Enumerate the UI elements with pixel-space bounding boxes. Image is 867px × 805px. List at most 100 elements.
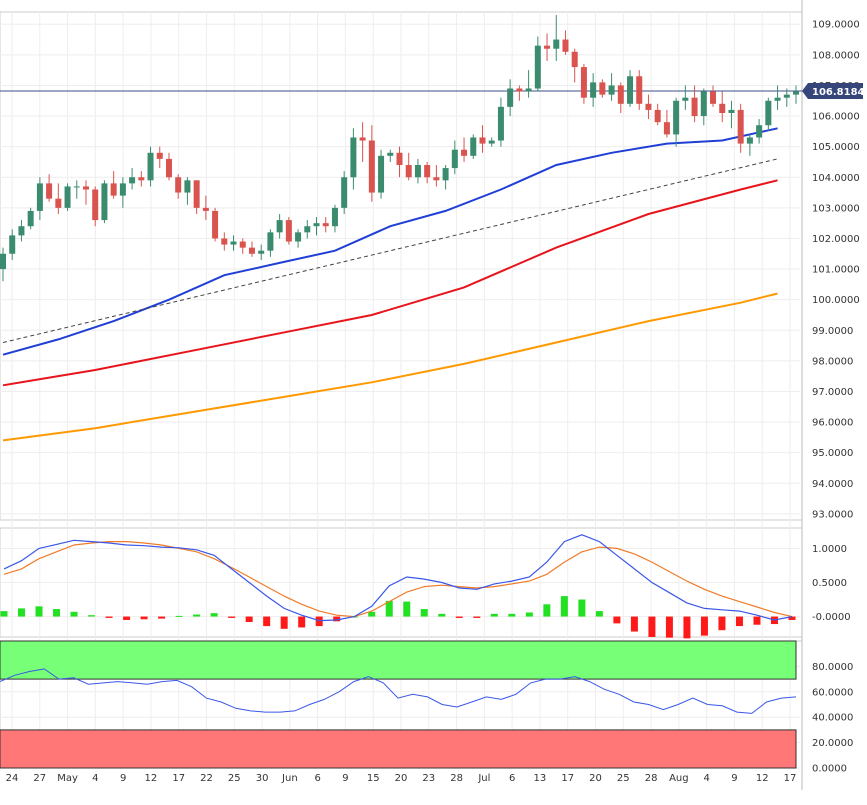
candle-body — [285, 220, 292, 242]
macd-histogram-bar — [333, 616, 341, 622]
price-badge — [808, 83, 863, 100]
candle-body — [405, 165, 412, 178]
candle-body — [774, 97, 781, 101]
candle-body — [64, 186, 71, 208]
x-tick-label: 28 — [450, 773, 463, 784]
candle-body — [737, 109, 744, 144]
macd-histogram-bar — [403, 601, 411, 617]
price-tick-label: 101.0000 — [812, 265, 860, 276]
candle-body — [184, 180, 191, 193]
x-tick-label: 4 — [92, 773, 98, 784]
x-tick-label: 6 — [314, 773, 320, 784]
x-tick-label: 9 — [342, 773, 348, 784]
rsi-tick-label: 20.0000 — [812, 738, 853, 749]
price-tick-label: 108.0000 — [812, 50, 860, 61]
rsi-tick-label: 40.0000 — [812, 713, 853, 724]
price-tick-label: 100.0000 — [812, 295, 860, 306]
macd-histogram-bar — [245, 616, 253, 623]
x-tick-label: 6 — [509, 773, 515, 784]
rsi-overbought-band — [0, 640, 797, 680]
macd-tick-label: 0.5000 — [812, 578, 847, 589]
candle-body — [746, 137, 753, 144]
macd-histogram-bar — [368, 611, 376, 617]
x-tick-label: May — [57, 773, 78, 784]
sma-blue-line — [2, 127, 778, 356]
macd-histogram-bar — [105, 616, 113, 618]
x-tick-label: 25 — [228, 773, 241, 784]
x-tick-label: 22 — [200, 773, 213, 784]
macd-signal-line — [3, 541, 793, 618]
candle-body — [18, 226, 25, 236]
candle-body — [691, 97, 698, 117]
candle-body — [27, 210, 34, 227]
candle-body — [663, 122, 670, 135]
price-tick-label: 104.0000 — [812, 173, 860, 184]
macd-histogram-bar — [543, 604, 551, 617]
candle-body — [728, 109, 735, 113]
candle-body — [36, 183, 43, 211]
candle-body — [0, 253, 6, 270]
current-price-label: 106.8184 — [812, 87, 865, 98]
rsi-tick-label: 60.0000 — [812, 687, 853, 698]
macd-histogram-bar — [578, 599, 586, 617]
candle-body — [442, 168, 449, 181]
candle-body — [553, 39, 560, 49]
candle-body — [267, 232, 274, 251]
macd-histogram-bar — [123, 616, 131, 620]
candle-body — [165, 158, 172, 178]
macd-histogram-bar — [175, 615, 183, 617]
candle-body — [230, 241, 237, 245]
macd-histogram-bar — [560, 596, 568, 617]
candle-body — [221, 238, 228, 245]
candle-body — [534, 45, 541, 89]
macd-histogram-bar — [158, 616, 166, 619]
candle-body — [525, 88, 532, 92]
macd-histogram-bar — [0, 611, 8, 617]
candle-body — [295, 232, 302, 242]
candle-body — [73, 186, 80, 188]
price-tick-label: 94.0000 — [812, 479, 853, 490]
macd-histogram-bar — [700, 616, 708, 636]
price-tick-label: 97.0000 — [812, 387, 853, 398]
macd-histogram-bar — [280, 616, 288, 629]
candle-body — [627, 76, 634, 104]
candle-body — [544, 45, 551, 49]
price-tick-label: 109.0000 — [812, 20, 860, 31]
x-tick-label: 30 — [256, 773, 269, 784]
candle-body — [479, 137, 486, 144]
macd-tick-label: 1.0000 — [812, 544, 847, 555]
candle-body — [138, 177, 145, 181]
x-tick-label: 27 — [33, 773, 46, 784]
sma-orange-line — [2, 292, 778, 442]
candle-body — [101, 183, 108, 221]
candle-body — [636, 76, 643, 104]
candle-body — [331, 207, 338, 227]
candle-body — [617, 85, 624, 104]
candle-body — [783, 94, 790, 98]
macd-histogram-bar — [473, 616, 481, 618]
macd-tick-label: -0.0000 — [812, 612, 851, 623]
macd-histogram-bar — [298, 616, 306, 628]
macd-histogram-bar — [315, 616, 323, 627]
macd-histogram-bar — [683, 616, 691, 639]
macd-histogram-bar — [665, 616, 673, 638]
macd-histogram-bar — [140, 616, 148, 620]
x-tick-label: 9 — [731, 773, 737, 784]
rsi-line — [0, 668, 797, 714]
candle-body — [359, 137, 366, 141]
rsi-tick-label: 80.0000 — [812, 662, 853, 673]
rsi-tick-label: 0.0000 — [812, 764, 847, 775]
macd-histogram-bar — [88, 615, 96, 617]
price-tick-label: 98.0000 — [812, 356, 853, 367]
candle-body — [700, 91, 707, 117]
x-tick-label: 25 — [617, 773, 630, 784]
candle-body — [793, 91, 799, 95]
candle-body — [488, 140, 495, 144]
candle-body — [433, 177, 440, 181]
candle-body — [590, 82, 597, 98]
price-badge-arrow — [802, 83, 808, 100]
candle-body — [313, 223, 320, 227]
price-tick-label: 106.0000 — [812, 112, 860, 123]
